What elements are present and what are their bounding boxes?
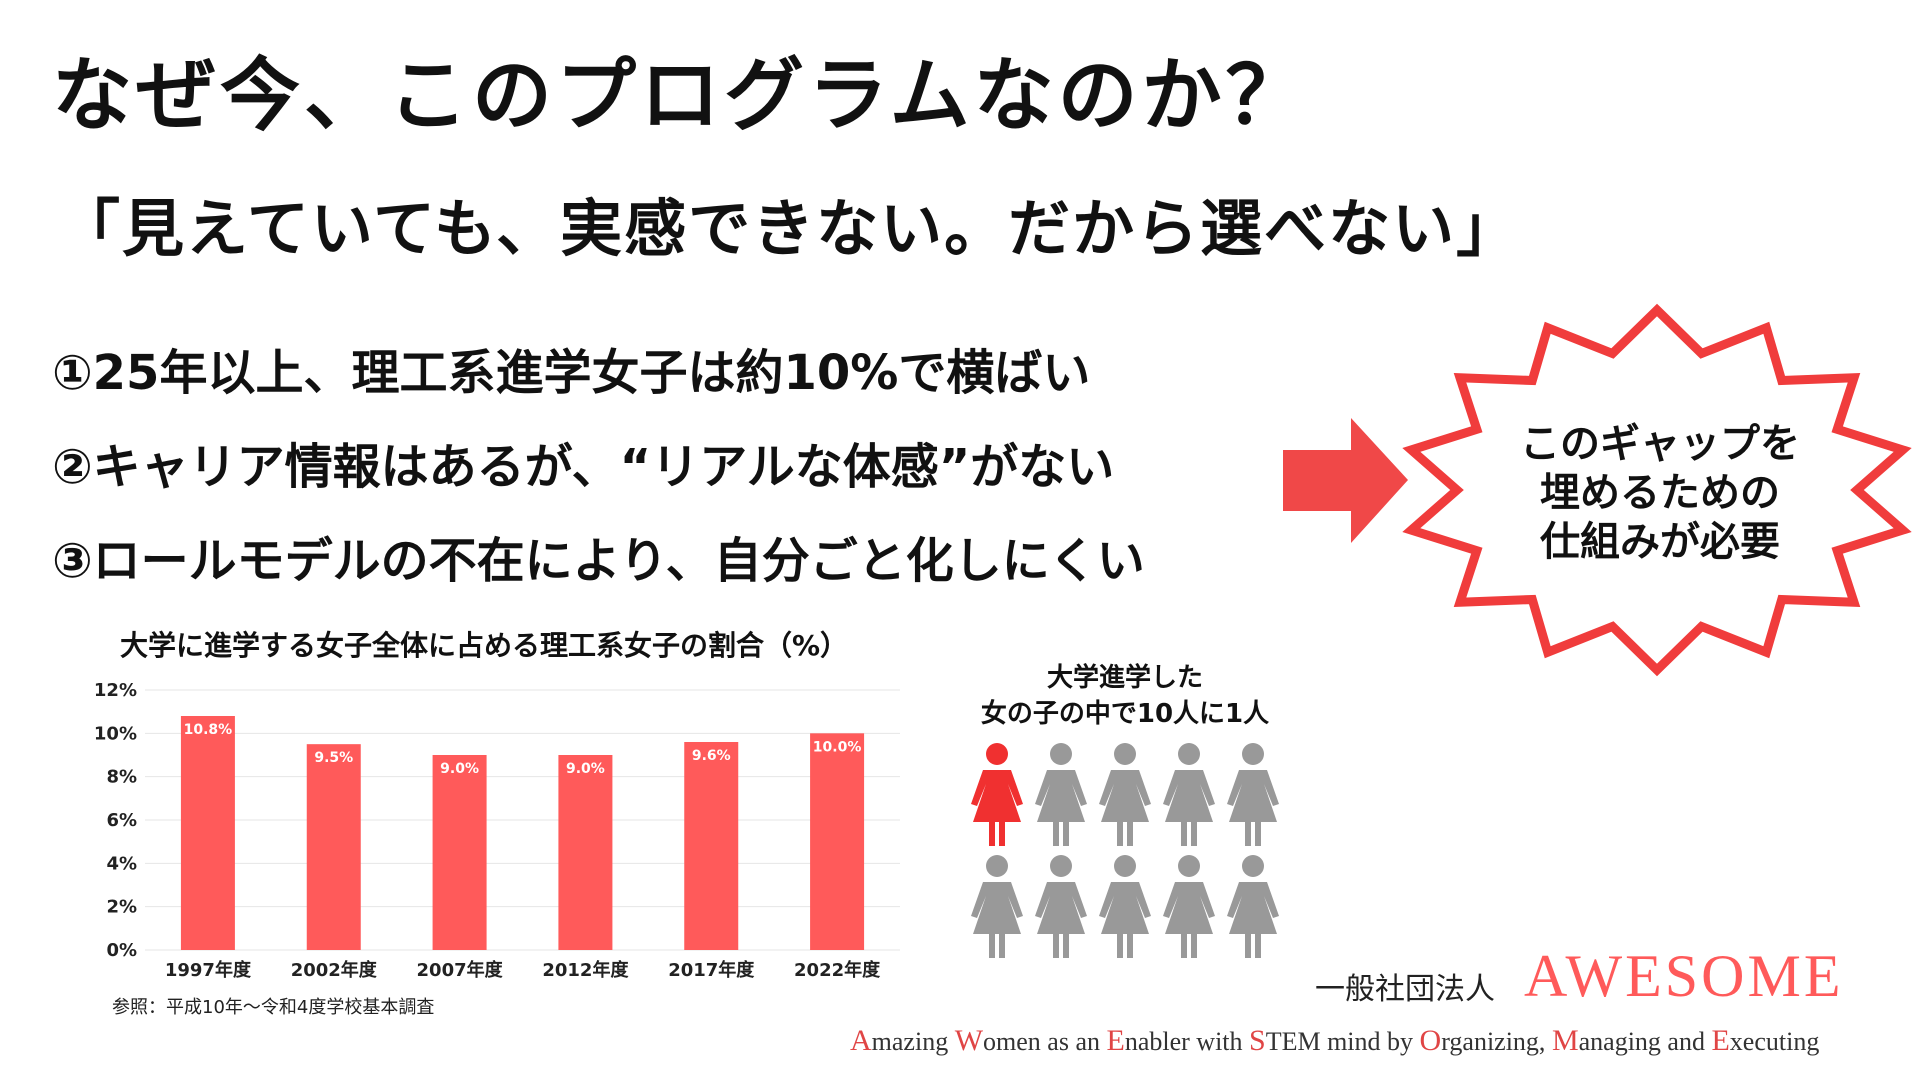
person-icon xyxy=(1099,855,1151,958)
y-tick-label: 8% xyxy=(106,767,137,788)
brand-tagline: Amazing Women as an Enabler with STEM mi… xyxy=(850,1024,1819,1058)
person-icon xyxy=(1163,855,1215,958)
tagline-initial: E xyxy=(1106,1024,1125,1057)
bar xyxy=(306,744,361,950)
person-icon xyxy=(1227,743,1279,846)
brand-logo: AWESOME xyxy=(1524,943,1844,1009)
data-label: 10.0% xyxy=(813,739,862,755)
tagline-text: mazing xyxy=(871,1027,955,1056)
tagline-text: rganizing, xyxy=(1441,1027,1552,1056)
person-icon xyxy=(1227,855,1279,958)
y-tick-label: 0% xyxy=(106,940,137,961)
people-caption: 大学進学した 女の子の中で10人に1人 xyxy=(960,660,1290,733)
page-title: なぜ今、このプログラムなのか？ xyxy=(52,49,1310,142)
y-tick-label: 6% xyxy=(106,810,137,831)
callout-line-2: 埋めるための xyxy=(1540,469,1780,516)
bar-chart: 0% 2% 4% 6% 8% 10% 12% 10.8% 1997年度 9.5% 2002年度 9.0… xyxy=(94,680,900,981)
y-tick-label: 10% xyxy=(94,723,137,744)
data-label: 9.5% xyxy=(314,750,353,766)
point-2: ②キャリア情報はあるが、“リアルな体感”がない xyxy=(52,439,1115,495)
person-icon xyxy=(971,855,1023,958)
tagline-text: anaging and xyxy=(1578,1027,1712,1056)
callout-burst xyxy=(1402,303,1912,677)
key-points: ①25年以上、理工系進学女子は約10%で横ばい ②キャリア情報はあるが、“リアル… xyxy=(52,345,1145,627)
people-pictogram xyxy=(971,743,1279,958)
bar xyxy=(180,716,235,950)
x-tick-label: 2022年度 xyxy=(794,959,881,981)
point-1: ①25年以上、理工系進学女子は約10%で横ばい xyxy=(52,345,1091,401)
person-icon xyxy=(1035,855,1087,958)
data-label: 9.6% xyxy=(692,748,731,764)
page-subtitle: 「見えていても、実感できない。だから選べない」 xyxy=(58,192,1521,265)
tagline-initial: S xyxy=(1249,1024,1266,1057)
tagline-text: omen as an xyxy=(983,1027,1107,1056)
data-label: 9.0% xyxy=(440,761,479,777)
point-3: ③ロールモデルの不在により、自分ごと化しにくい xyxy=(52,533,1145,589)
y-tick-label: 4% xyxy=(106,853,137,874)
x-tick-label: 2007年度 xyxy=(417,959,504,981)
y-tick-label: 12% xyxy=(94,680,137,701)
chart-title: 大学に進学する女子全体に占める理工系女子の割合（%） xyxy=(120,629,849,662)
people-caption-line-1: 大学進学した xyxy=(1046,663,1203,693)
tagline-text: TEM mind by xyxy=(1265,1027,1420,1056)
callout-line-1: このギャップを xyxy=(1520,421,1800,467)
right-arrow-icon xyxy=(1283,418,1408,543)
x-tick-label: 2012年度 xyxy=(542,959,629,981)
person-highlighted-icon xyxy=(971,743,1023,846)
bar xyxy=(684,742,739,950)
data-label: 10.8% xyxy=(184,722,233,738)
person-icon xyxy=(1035,743,1087,846)
x-tick-label: 2002年度 xyxy=(291,959,378,981)
tagline-initial: O xyxy=(1419,1024,1442,1057)
tagline-initial: A xyxy=(850,1024,872,1057)
person-icon xyxy=(1099,743,1151,846)
tagline-text: xecuting xyxy=(1729,1027,1820,1056)
x-tick-label: 2017年度 xyxy=(668,959,755,981)
person-icon xyxy=(1163,743,1215,846)
y-tick-label: 2% xyxy=(106,897,137,918)
tagline-initial: E xyxy=(1711,1024,1730,1057)
tagline-initial: W xyxy=(954,1024,984,1057)
brand-prefix: 一般社団法人 xyxy=(1315,972,1495,1007)
tagline-initial: M xyxy=(1551,1024,1579,1057)
bar xyxy=(810,733,865,950)
bar xyxy=(558,755,613,950)
tagline-text: nabler with xyxy=(1124,1027,1250,1056)
callout-text: このギャップを 埋めるための 仕組みが必要 xyxy=(1500,420,1820,566)
chart-source: 参照：平成10年〜令和4度学校基本調査 xyxy=(112,997,435,1018)
bar xyxy=(432,755,487,950)
callout-line-3: 仕組みが必要 xyxy=(1540,518,1780,565)
data-label: 9.0% xyxy=(566,761,605,777)
x-tick-label: 1997年度 xyxy=(165,959,252,981)
people-caption-line-2: 女の子の中で10人に1人 xyxy=(980,699,1270,730)
